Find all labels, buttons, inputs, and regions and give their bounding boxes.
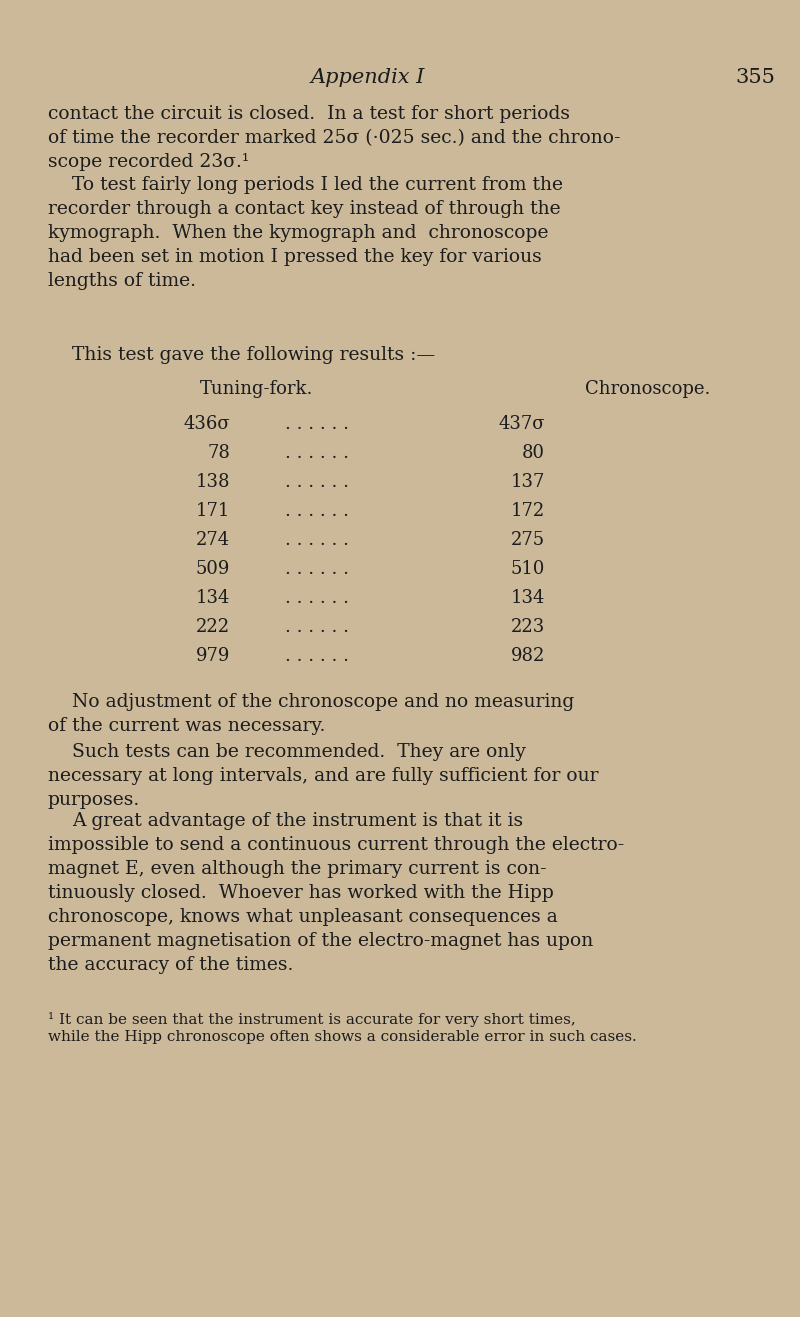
Text: permanent magnetisation of the electro-magnet has upon: permanent magnetisation of the electro-m… <box>48 932 594 950</box>
Text: 509: 509 <box>196 560 230 578</box>
Text: To test fairly long periods I led the current from the: To test fairly long periods I led the cu… <box>72 176 563 194</box>
Text: kymograph.  When the kymograph and  chronoscope: kymograph. When the kymograph and chrono… <box>48 224 549 242</box>
Text: 134: 134 <box>196 589 230 607</box>
Text: while the Hipp chronoscope often shows a considerable error in such cases.: while the Hipp chronoscope often shows a… <box>48 1030 637 1044</box>
Text: scope recorded 23σ.¹: scope recorded 23σ.¹ <box>48 153 250 171</box>
Text: Such tests can be recommended.  They are only: Such tests can be recommended. They are … <box>72 743 526 761</box>
Text: necessary at long intervals, and are fully sufficient for our: necessary at long intervals, and are ful… <box>48 766 598 785</box>
Text: . . . . . .: . . . . . . <box>285 415 349 433</box>
Text: Appendix I: Appendix I <box>311 68 425 87</box>
Text: Tuning-fork.: Tuning-fork. <box>200 381 314 398</box>
Text: 78: 78 <box>207 444 230 462</box>
Text: . . . . . .: . . . . . . <box>285 473 349 491</box>
Text: 982: 982 <box>510 647 545 665</box>
Text: 172: 172 <box>510 502 545 520</box>
Text: 979: 979 <box>196 647 230 665</box>
Text: . . . . . .: . . . . . . <box>285 502 349 520</box>
Text: 138: 138 <box>195 473 230 491</box>
Text: tinuously closed.  Whoever has worked with the Hipp: tinuously closed. Whoever has worked wit… <box>48 884 554 902</box>
Text: 275: 275 <box>511 531 545 549</box>
Text: ¹ It can be seen that the instrument is accurate for very short times,: ¹ It can be seen that the instrument is … <box>48 1011 576 1027</box>
Text: had been set in motion I pressed the key for various: had been set in motion I pressed the key… <box>48 248 542 266</box>
Text: . . . . . .: . . . . . . <box>285 647 349 665</box>
Text: . . . . . .: . . . . . . <box>285 444 349 462</box>
Text: 436σ: 436σ <box>183 415 230 433</box>
Text: of time the recorder marked 25σ (·025 sec.) and the chrono-: of time the recorder marked 25σ (·025 se… <box>48 129 621 148</box>
Text: contact the circuit is closed.  In a test for short periods: contact the circuit is closed. In a test… <box>48 105 570 122</box>
Text: 134: 134 <box>510 589 545 607</box>
Text: . . . . . .: . . . . . . <box>285 589 349 607</box>
Text: 137: 137 <box>510 473 545 491</box>
Text: purposes.: purposes. <box>48 792 140 809</box>
Text: chronoscope, knows what unpleasant consequences a: chronoscope, knows what unpleasant conse… <box>48 907 558 926</box>
Text: of the current was necessary.: of the current was necessary. <box>48 716 326 735</box>
Text: A great advantage of the instrument is that it is: A great advantage of the instrument is t… <box>72 813 523 830</box>
Text: 80: 80 <box>522 444 545 462</box>
Text: 437σ: 437σ <box>498 415 545 433</box>
Text: the accuracy of the times.: the accuracy of the times. <box>48 956 294 975</box>
Text: . . . . . .: . . . . . . <box>285 531 349 549</box>
Text: lengths of time.: lengths of time. <box>48 273 196 290</box>
Text: 223: 223 <box>510 618 545 636</box>
Text: magnet E, even although the primary current is con-: magnet E, even although the primary curr… <box>48 860 546 878</box>
Text: recorder through a contact key instead of through the: recorder through a contact key instead o… <box>48 200 561 219</box>
Text: No adjustment of the chronoscope and no measuring: No adjustment of the chronoscope and no … <box>72 693 574 711</box>
Text: 222: 222 <box>196 618 230 636</box>
Text: 274: 274 <box>196 531 230 549</box>
Text: impossible to send a continuous current through the electro-: impossible to send a continuous current … <box>48 836 624 853</box>
Text: . . . . . .: . . . . . . <box>285 618 349 636</box>
Text: This test gave the following results :—: This test gave the following results :— <box>72 346 435 363</box>
Text: 510: 510 <box>510 560 545 578</box>
Text: 171: 171 <box>196 502 230 520</box>
Text: 355: 355 <box>735 68 775 87</box>
Text: Chronoscope.: Chronoscope. <box>585 381 710 398</box>
Text: . . . . . .: . . . . . . <box>285 560 349 578</box>
